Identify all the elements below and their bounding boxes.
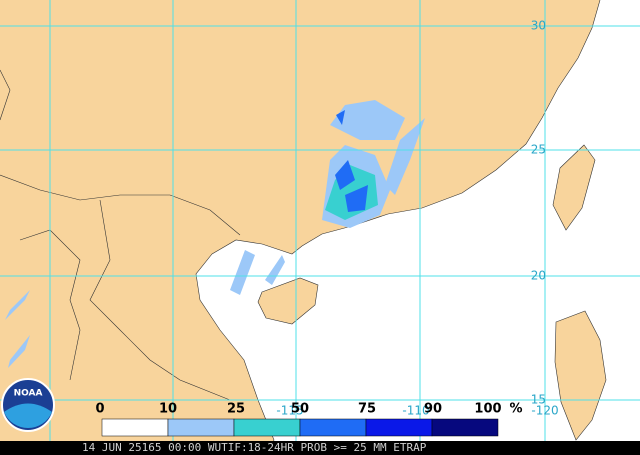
colorbar-label: 90 — [424, 402, 442, 417]
colorbar-label: 100 — [474, 402, 501, 417]
colorbar-label: 50 — [291, 402, 309, 417]
colorbar-segment — [101, 418, 169, 437]
lat-label: 20 — [531, 269, 546, 283]
colorbar-segment — [167, 418, 235, 437]
precipitation — [5, 100, 425, 368]
colorbar-label: 75 — [358, 402, 376, 417]
colorbar-segment — [233, 418, 301, 437]
colorbar-unit: % — [509, 402, 522, 417]
colorbar-label: 0 — [95, 402, 104, 417]
lon-label: -110 — [402, 404, 429, 418]
lon-label: -115 — [276, 404, 303, 418]
footer-bar — [0, 441, 640, 455]
lat-label: 30 — [531, 19, 546, 33]
sea — [196, 0, 640, 455]
noaa-logo: NOAA — [1, 378, 55, 432]
logo-text: NOAA — [14, 389, 43, 399]
footer-text: 14 JUN 25165 00:00 WUTIF:18-24HR PROB >=… — [82, 441, 427, 454]
taiwan — [552, 144, 596, 231]
lon-label: -120 — [531, 404, 558, 418]
luzon — [554, 310, 607, 441]
borders — [0, 69, 241, 401]
colorbar-segment — [299, 418, 367, 437]
hainan — [257, 277, 319, 325]
colorbar-label: 10 — [159, 402, 177, 417]
lat-label: 15 — [531, 393, 546, 407]
colorbar-segment — [431, 418, 499, 437]
lat-label: 25 — [531, 143, 546, 157]
colorbar-label: 25 — [227, 402, 245, 417]
colorbar-segment — [365, 418, 433, 437]
